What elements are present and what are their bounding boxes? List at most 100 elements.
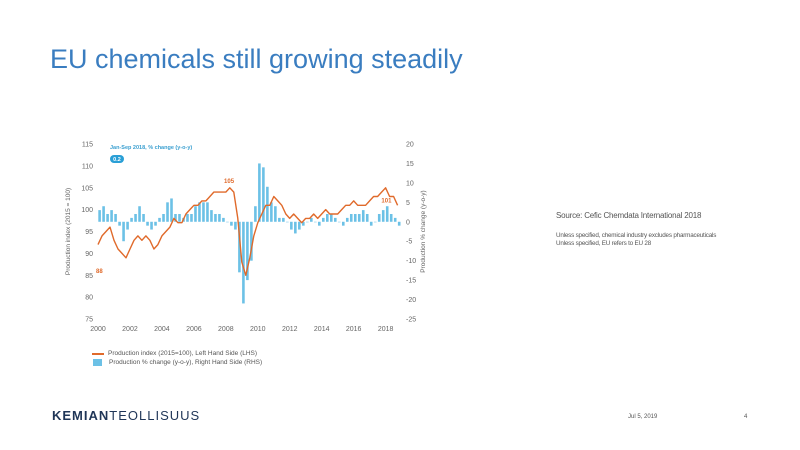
- bar: [294, 221, 297, 234]
- bar: [194, 206, 197, 222]
- bar: [98, 210, 101, 222]
- bar: [282, 217, 285, 222]
- bar: [118, 221, 121, 226]
- bar: [310, 217, 313, 222]
- bar: [202, 202, 205, 222]
- y-tick-label-right: -5: [406, 239, 412, 246]
- y-tick-label-left: 75: [85, 317, 93, 324]
- x-tick-label: 2000: [90, 326, 106, 333]
- x-tick-label: 2006: [186, 326, 202, 333]
- page-number: 4: [744, 414, 748, 420]
- bar: [186, 214, 189, 222]
- legend-label-change: Production % change (y-o-y), Right Hand …: [109, 359, 263, 366]
- legend-item-change: Production % change (y-o-y), Right Hand …: [92, 358, 262, 367]
- y-tick-label-right: -10: [406, 258, 416, 265]
- bar: [357, 214, 361, 222]
- y-tick-label-left: 80: [85, 295, 93, 302]
- legend-item-index: Production index (2015=100), Left Hand S…: [92, 349, 262, 358]
- bar: [290, 221, 293, 230]
- source-text: Source: Cefic Chemdata International 201…: [556, 211, 702, 220]
- x-tick-label: 2002: [122, 326, 138, 333]
- bar: [349, 214, 353, 222]
- bar: [329, 214, 333, 222]
- index-line: [97, 187, 399, 276]
- bar: [369, 221, 373, 226]
- bar: [218, 214, 221, 222]
- bar: [250, 221, 253, 261]
- bar: [238, 221, 241, 273]
- bar: [106, 214, 109, 222]
- bar: [214, 214, 217, 222]
- y-tick-label-right: -20: [406, 297, 416, 304]
- bar: [302, 221, 305, 226]
- source-note-1: Unless specified, chemical industry excl…: [556, 232, 717, 239]
- bar: [361, 210, 365, 222]
- source-block: Source: Cefic Chemdata International 201…: [556, 211, 716, 248]
- bar: [318, 221, 321, 226]
- y-tick-label-right: 0: [406, 219, 410, 226]
- bar: [341, 221, 345, 226]
- bar: [325, 214, 329, 222]
- bar: [210, 210, 213, 222]
- bar: [162, 214, 165, 222]
- logo-regular-text: TEOLLISUUS: [109, 408, 201, 423]
- legend-bar-swatch: [93, 359, 102, 366]
- y-tick-label-left: 105: [81, 185, 93, 192]
- bar: [389, 214, 393, 222]
- bar: [102, 206, 105, 222]
- logo-bold-text: KEMIAN: [52, 408, 110, 423]
- x-tick-label: 2010: [250, 326, 266, 333]
- x-tick-label: 2008: [218, 326, 234, 333]
- bar: [142, 214, 145, 222]
- point-label: 88: [96, 269, 103, 275]
- chart-legend: Production index (2015=100), Left Hand S…: [92, 349, 262, 367]
- bar: [345, 217, 349, 222]
- slide-title: EU chemicals still growing steadily: [50, 44, 463, 74]
- bar: [365, 214, 369, 222]
- bar: [385, 206, 389, 222]
- x-tick-label: 2016: [346, 326, 362, 333]
- bar: [150, 221, 153, 230]
- y-tick-label-left: 95: [85, 229, 93, 236]
- bar: [166, 202, 169, 222]
- bar: [158, 217, 161, 222]
- x-tick-label: 2004: [154, 326, 170, 333]
- bar: [333, 217, 337, 222]
- bar: [206, 202, 209, 222]
- bar: [258, 163, 261, 222]
- bar: [174, 214, 177, 222]
- badge-pill: [110, 155, 124, 163]
- y-tick-label-left: 100: [81, 207, 93, 214]
- bar: [222, 217, 225, 222]
- bar: [114, 214, 117, 222]
- y-tick-label-right: 20: [406, 142, 414, 149]
- bar: [154, 221, 157, 226]
- point-label: 101: [381, 198, 392, 204]
- bar: [298, 221, 301, 230]
- bar: [274, 206, 277, 222]
- bar: [138, 206, 141, 222]
- bar: [130, 217, 133, 222]
- x-tick-label: 2012: [282, 326, 298, 333]
- bar: [122, 221, 125, 242]
- bar: [170, 198, 173, 222]
- bar: [337, 221, 341, 223]
- chart-annotation: Jan-Sep 2018, % change (y-o-y): [110, 145, 192, 151]
- bar: [393, 217, 397, 222]
- point-label: 105: [224, 179, 235, 185]
- y-tick-label-right: -25: [406, 317, 416, 324]
- y-axis-title-right: Production % change (y-o-y): [420, 190, 427, 272]
- y-axis-title-left: Production index (2015 = 100): [65, 188, 72, 275]
- bar: [190, 214, 193, 222]
- bar: [377, 214, 381, 222]
- bar: [234, 221, 237, 230]
- bar: [397, 221, 401, 226]
- bar: [242, 221, 245, 304]
- bar: [178, 214, 181, 222]
- bar: [254, 206, 257, 222]
- x-tick-label: 2014: [314, 326, 330, 333]
- bar: [146, 221, 149, 226]
- bar: [306, 221, 309, 223]
- bar: [134, 214, 137, 222]
- y-tick-label-left: 85: [85, 273, 93, 280]
